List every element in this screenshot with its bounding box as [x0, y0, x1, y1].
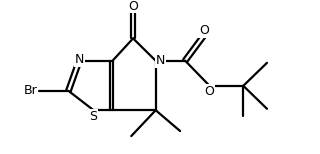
Text: N: N: [156, 54, 165, 67]
Text: N: N: [75, 53, 84, 67]
Text: O: O: [204, 85, 214, 98]
Text: Br: Br: [24, 84, 38, 97]
Text: O: O: [199, 24, 209, 37]
Text: S: S: [90, 110, 98, 123]
Text: O: O: [128, 0, 138, 13]
